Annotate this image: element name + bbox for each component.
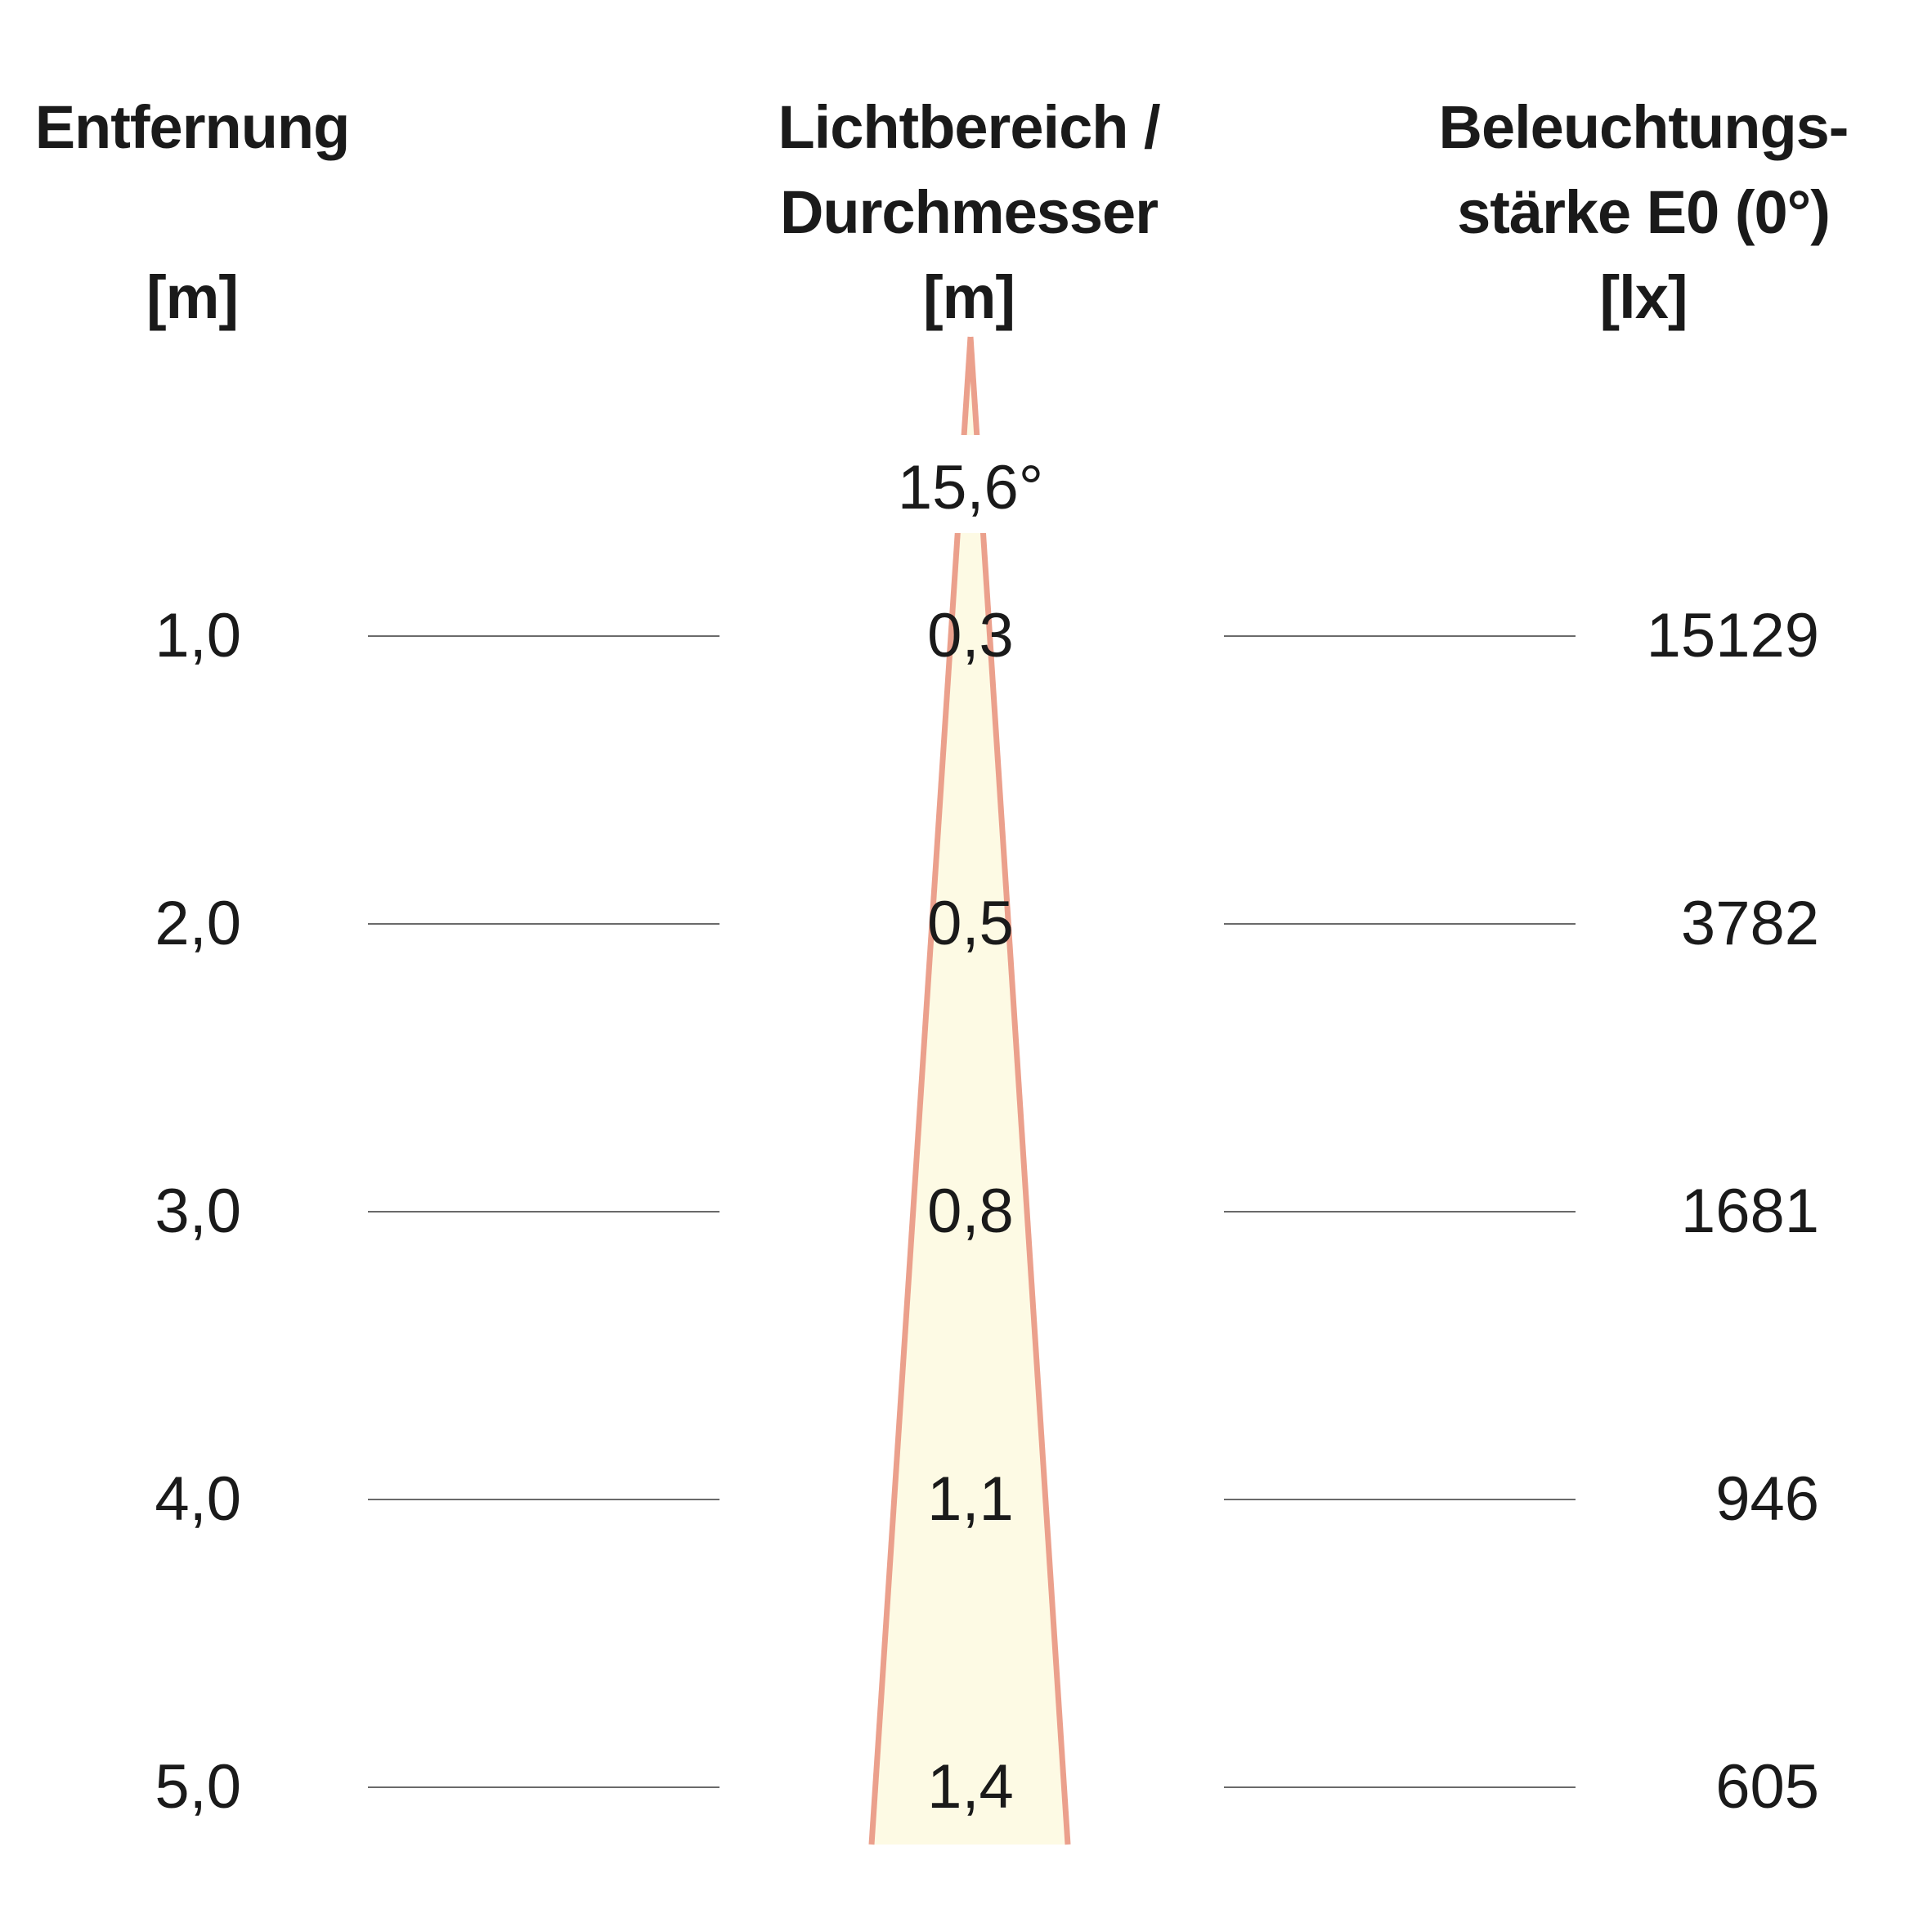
header-illuminance: Beleuchtungs- stärke E0 (0°) [lx]: [1414, 85, 1872, 340]
light-cone-edge-left: [868, 336, 974, 1845]
row-rule-right: [1224, 923, 1576, 925]
illuminance-value: 946: [1715, 1464, 1819, 1534]
illuminance-value: 1681: [1680, 1177, 1819, 1246]
header-illuminance-unit: [lx]: [1599, 263, 1688, 331]
row-rule-right: [1224, 1786, 1576, 1788]
illuminance-value: 605: [1715, 1752, 1819, 1822]
header-distance-title: Entfernung: [34, 93, 351, 161]
light-cone-fill: [872, 337, 1068, 1845]
light-cone-edge-right: [967, 336, 1071, 1845]
header-illuminance-title-1: Beleuchtungs-: [1438, 93, 1849, 161]
header-distance: Entfernung [m]: [25, 85, 360, 340]
header-diameter: Lichtbereich / Durchmesser [m]: [736, 85, 1202, 340]
beam-angle-label: 15,6°: [897, 453, 1044, 522]
row-rule-right: [1224, 1211, 1576, 1213]
header-distance-unit: [m]: [146, 263, 239, 331]
illuminance-value: 3782: [1680, 889, 1819, 958]
header-diameter-title-2: Durchmesser: [779, 178, 1159, 246]
row-rule-right: [1224, 635, 1576, 637]
row-rule-left: [368, 1211, 719, 1213]
diameter-value: 1,4: [927, 1752, 1014, 1822]
diameter-value: 0,3: [927, 601, 1014, 670]
row-rule-left: [368, 1499, 719, 1500]
diameter-value: 0,8: [927, 1177, 1014, 1246]
row-rule-left: [368, 1786, 719, 1788]
angle-label-backdrop: [899, 435, 1042, 533]
diameter-value: 0,5: [927, 889, 1014, 958]
header-diameter-title-1: Lichtbereich /: [778, 93, 1160, 161]
row-rule-left: [368, 923, 719, 925]
distance-value: 2,0: [155, 889, 241, 958]
row-rule-left: [368, 635, 719, 637]
header-illuminance-title-2: stärke E0 (0°): [1457, 178, 1831, 246]
diameter-value: 1,1: [927, 1464, 1014, 1534]
header-diameter-unit: [m]: [922, 263, 1015, 331]
distance-value: 3,0: [155, 1177, 241, 1246]
distance-value: 5,0: [155, 1752, 241, 1822]
illuminance-value: 15129: [1646, 601, 1819, 670]
distance-value: 1,0: [155, 601, 241, 670]
distance-value: 4,0: [155, 1464, 241, 1534]
row-rule-right: [1224, 1499, 1576, 1500]
